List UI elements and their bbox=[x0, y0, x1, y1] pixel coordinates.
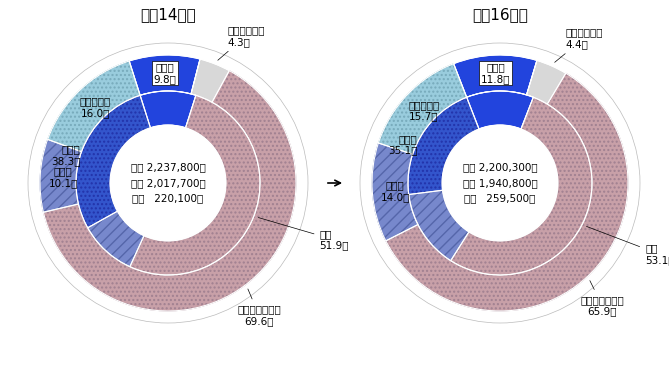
Text: 平成14年度: 平成14年度 bbox=[140, 7, 196, 22]
Wedge shape bbox=[140, 91, 196, 128]
Text: 奨学金
10.1％: 奨学金 10.1％ bbox=[48, 166, 78, 188]
Wedge shape bbox=[76, 95, 151, 228]
Text: 学費
51.9％: 学費 51.9％ bbox=[258, 218, 349, 251]
Circle shape bbox=[442, 126, 557, 241]
Wedge shape bbox=[47, 61, 140, 152]
Text: 家庭からの給付
65.9％: 家庭からの給付 65.9％ bbox=[581, 281, 624, 316]
Wedge shape bbox=[88, 211, 144, 267]
Text: 家庭からの給付
69.6％: 家庭からの給付 69.6％ bbox=[237, 289, 281, 326]
Text: 生活費
38.3％: 生活費 38.3％ bbox=[51, 145, 80, 166]
Text: 収支差
9.8％: 収支差 9.8％ bbox=[154, 62, 177, 84]
Wedge shape bbox=[467, 91, 533, 129]
Text: 平成16年度: 平成16年度 bbox=[472, 7, 528, 22]
Text: 奨学金
14.0％: 奨学金 14.0％ bbox=[381, 180, 410, 202]
Wedge shape bbox=[451, 97, 592, 275]
Wedge shape bbox=[379, 64, 467, 154]
Wedge shape bbox=[409, 190, 469, 261]
Wedge shape bbox=[408, 97, 479, 195]
Wedge shape bbox=[129, 55, 200, 95]
Wedge shape bbox=[191, 59, 229, 102]
Circle shape bbox=[110, 126, 225, 241]
Wedge shape bbox=[43, 70, 296, 311]
Text: 収入 2,237,800円
支出 2,017,700円
差額   220,100円: 収入 2,237,800円 支出 2,017,700円 差額 220,100円 bbox=[130, 162, 205, 204]
Text: アルバイト
16.0％: アルバイト 16.0％ bbox=[80, 96, 111, 118]
Wedge shape bbox=[527, 61, 566, 104]
Wedge shape bbox=[454, 55, 537, 97]
Wedge shape bbox=[130, 95, 260, 275]
Text: 生活費
35.1％: 生活費 35.1％ bbox=[388, 134, 417, 155]
Text: 定職・その他
4.4％: 定職・その他 4.4％ bbox=[555, 27, 603, 62]
Text: 定職・その他
4.3％: 定職・その他 4.3％ bbox=[218, 25, 265, 60]
Text: アルバイト
15.7％: アルバイト 15.7％ bbox=[408, 100, 440, 122]
Text: 収支差
11.8％: 収支差 11.8％ bbox=[481, 62, 510, 84]
Text: 収入 2,200,300円
支出 1,940,800円
差額   259,500円: 収入 2,200,300円 支出 1,940,800円 差額 259,500円 bbox=[463, 162, 537, 204]
Wedge shape bbox=[372, 143, 418, 241]
Text: 学費
53.1％: 学費 53.1％ bbox=[587, 226, 669, 265]
Wedge shape bbox=[386, 73, 628, 311]
Wedge shape bbox=[40, 139, 82, 212]
